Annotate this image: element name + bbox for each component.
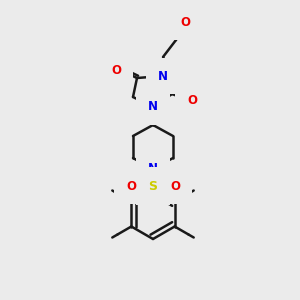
Text: O: O [111, 64, 121, 76]
Text: N: N [158, 70, 168, 83]
Text: N: N [148, 100, 158, 113]
Text: O: O [170, 179, 180, 193]
Text: O: O [126, 179, 136, 193]
Text: O: O [187, 94, 197, 106]
Text: S: S [148, 179, 158, 193]
Text: O: O [180, 16, 190, 28]
Text: N: N [148, 163, 158, 176]
